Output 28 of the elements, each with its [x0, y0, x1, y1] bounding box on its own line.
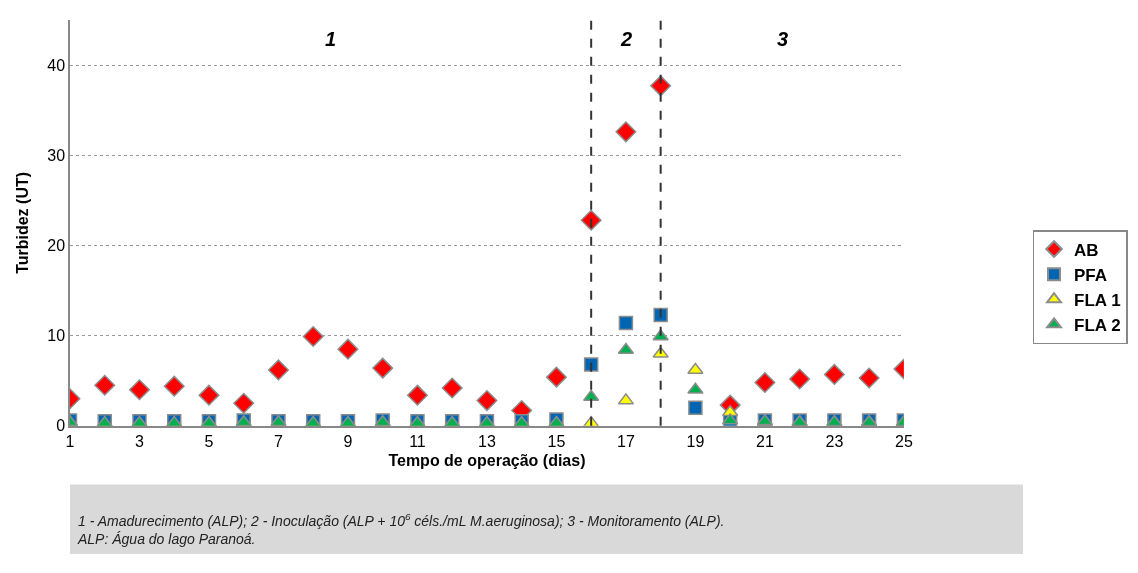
y-tick-label: 20 [47, 237, 66, 255]
text: 1 - Amadurecimento (ALP); 2 - Inoculação (ALP + 10$^{6}$ céls./mL M.aeruginosa); 3 - Monitoramento (ALP). ALP: Água do lago Paranoá. [78, 511, 725, 548]
x-tick-label: 17 [617, 432, 635, 450]
x-tick-label: 21 [756, 432, 774, 450]
annotation: 3 [777, 28, 789, 50]
x-tick-label: 1 [65, 432, 75, 450]
x-tick-label: 23 [825, 432, 844, 450]
y-axis-title: Turbidez (UT) [13, 171, 31, 274]
annotation: 2 [620, 28, 633, 50]
legend-label: FLA 2 [1074, 315, 1121, 335]
y-tick-label: 30 [47, 146, 66, 164]
x-tick-label: 13 [478, 432, 496, 450]
y-tick-label: 0 [56, 417, 66, 435]
x-tick-label: 3 [135, 432, 145, 450]
x-tick-label: 15 [547, 432, 566, 450]
x-tick-label: 25 [894, 432, 913, 450]
y-tick-label: 40 [47, 56, 66, 74]
legend-label: AB [1074, 240, 1099, 260]
x-tick-label: 9 [343, 432, 353, 450]
x-tick-label: 7 [274, 432, 284, 450]
y-tick-label: 10 [47, 327, 66, 345]
legend-label: PFA [1074, 265, 1108, 285]
legend-label: FLA 1 [1074, 290, 1121, 310]
x-axis-title: Tempo de operação (dias) [388, 451, 586, 469]
x-tick-label: 11 [409, 432, 426, 450]
x-tick-label: 5 [204, 432, 214, 450]
x-tick-label: 19 [686, 432, 705, 450]
annotation: 1 [325, 28, 337, 50]
